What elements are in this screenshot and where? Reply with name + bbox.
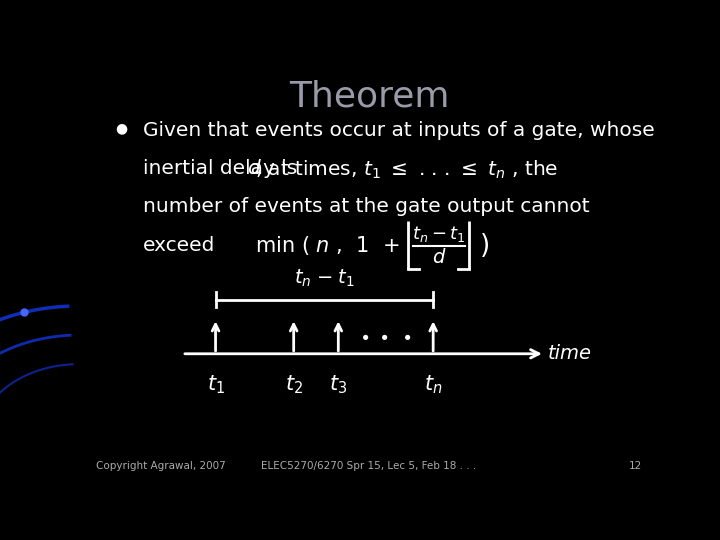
Text: time: time — [548, 345, 592, 363]
Text: d: d — [247, 159, 259, 178]
Text: $t_n - t_1$: $t_n - t_1$ — [412, 224, 466, 244]
Text: $t_n\;$$-\;t_1$: $t_n\;$$-\;t_1$ — [294, 268, 355, 289]
Text: Copyright Agrawal, 2007: Copyright Agrawal, 2007 — [96, 462, 225, 471]
Text: ): ) — [480, 233, 490, 259]
Text: ●: ● — [115, 121, 127, 135]
Text: ELEC5270/6270 Spr 15, Lec 5, Feb 18 . . .: ELEC5270/6270 Spr 15, Lec 5, Feb 18 . . … — [261, 462, 477, 471]
Text: , at times, $t_1$ $\leq$ . . . $\leq$ $t_n$ , the: , at times, $t_1$ $\leq$ . . . $\leq$ $t… — [255, 159, 558, 181]
Text: $t_3$: $t_3$ — [329, 374, 348, 396]
Text: number of events at the gate output cannot: number of events at the gate output cann… — [143, 198, 590, 217]
Text: $\bullet\;\bullet\;\bullet$: $\bullet\;\bullet\;\bullet$ — [359, 327, 413, 345]
Text: Given that events occur at inputs of a gate, whose: Given that events occur at inputs of a g… — [143, 121, 654, 140]
Text: $t_1$: $t_1$ — [207, 374, 225, 396]
Text: exceed: exceed — [143, 235, 215, 255]
Text: $t_n$: $t_n$ — [424, 374, 442, 396]
Text: $d$: $d$ — [431, 248, 446, 267]
Text: Theorem: Theorem — [289, 79, 449, 113]
Text: $t_2$: $t_2$ — [284, 374, 302, 396]
Text: inertial delay is: inertial delay is — [143, 159, 304, 178]
Text: 12: 12 — [629, 462, 642, 471]
Text: min ( $n$ ,  1  +: min ( $n$ , 1 + — [255, 234, 399, 257]
